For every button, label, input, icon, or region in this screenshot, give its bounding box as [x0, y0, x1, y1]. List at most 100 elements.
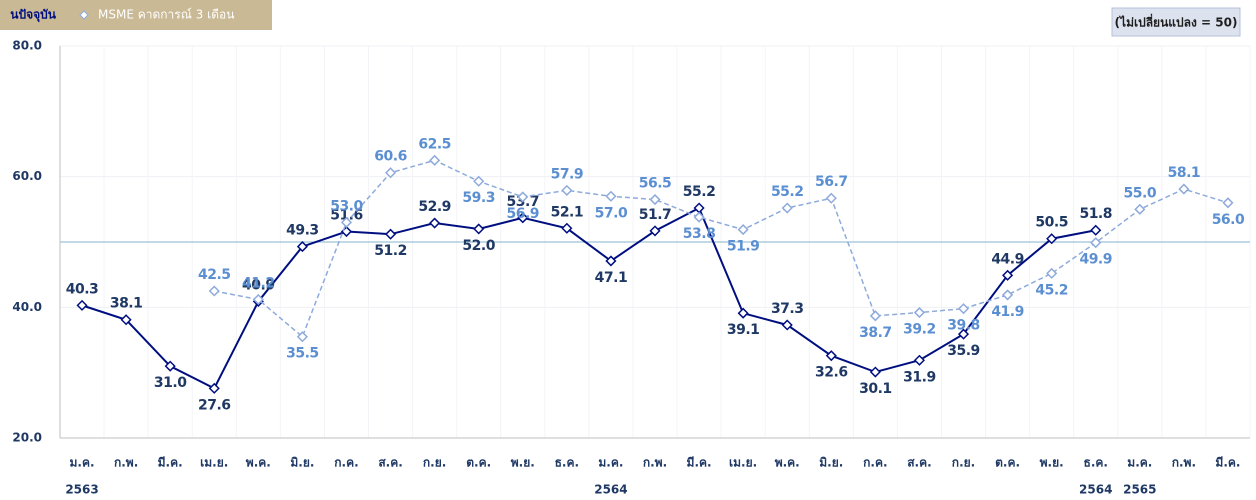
x-tick-label: ม.ค.: [1127, 456, 1152, 470]
x-tick-label: มี.ค.: [1215, 456, 1240, 470]
data-label: 31.0: [154, 375, 187, 391]
data-label: 59.3: [462, 190, 495, 206]
x-tick-label: ก.ค.: [334, 456, 358, 470]
data-label: 37.3: [771, 301, 804, 317]
data-label: 50.5: [1035, 215, 1068, 231]
y-tick-label: 40.0: [12, 300, 42, 314]
x-tick-label: พ.ค.: [246, 456, 271, 470]
point: [561, 184, 573, 196]
data-label: 51.6: [330, 208, 363, 224]
x-tick-label: ก.พ.: [114, 456, 138, 470]
point: [384, 228, 397, 240]
year-label: 2563: [65, 483, 98, 497]
point: [605, 255, 617, 267]
point: [737, 307, 749, 319]
data-label: 58.1: [1168, 165, 1201, 181]
data-label: 40.9: [242, 277, 275, 293]
data-label: 38.7: [859, 325, 892, 341]
x-tick-label: มิ.ย.: [290, 456, 314, 470]
point: [561, 222, 573, 234]
x-tick-label: ก.พ.: [643, 456, 667, 470]
point: [1090, 237, 1102, 249]
series-line: [214, 159, 1229, 338]
point: [781, 319, 793, 331]
data-label: 49.9: [1079, 252, 1112, 268]
x-tick-label: มี.ค.: [687, 456, 712, 470]
series-line: [81, 206, 1096, 390]
point: [296, 331, 308, 343]
x-tick-label: พ.ค.: [775, 456, 800, 470]
data-label: 57.0: [595, 205, 628, 221]
x-tick-label: มิ.ย.: [819, 456, 843, 470]
data-label: 41.2: [242, 275, 275, 291]
data-label: 31.9: [903, 369, 936, 385]
x-tick-label: ก.ย.: [952, 456, 975, 470]
data-label: 45.2: [1035, 282, 1068, 298]
point: [340, 216, 353, 228]
data-label: 52.0: [462, 238, 495, 254]
x-tick-label: พ.ย.: [1040, 456, 1064, 470]
point: [296, 241, 308, 253]
data-label: 51.7: [639, 207, 672, 223]
point: [384, 167, 397, 179]
data-label: 53.0: [330, 198, 363, 214]
point: [164, 360, 176, 372]
point: [1046, 233, 1058, 245]
point: [1090, 224, 1102, 236]
y-tick-label: 20.0: [12, 431, 42, 445]
data-label: 49.3: [286, 223, 319, 239]
data-label: 56.5: [639, 176, 672, 192]
point: [605, 190, 617, 202]
point: [913, 306, 926, 319]
x-tick-label: พ.ย.: [511, 456, 535, 470]
data-label: 42.5: [198, 267, 231, 283]
point: [517, 212, 529, 224]
data-label: 56.7: [815, 174, 848, 190]
legend-marker: [79, 10, 89, 20]
point: [1002, 289, 1014, 301]
x-tick-label: ธ.ค.: [555, 456, 579, 470]
data-label: 35.9: [947, 343, 980, 359]
data-label: 35.5: [286, 346, 319, 362]
point: [473, 223, 485, 235]
legend-label: นปัจจุบัน: [10, 8, 57, 23]
y-tick-label: 60.0: [12, 169, 42, 183]
data-label: 38.1: [110, 296, 143, 312]
data-label: 52.9: [418, 199, 451, 215]
data-label: 62.5: [418, 136, 451, 152]
data-label: 44.9: [991, 251, 1024, 267]
point: [693, 202, 705, 214]
data-label: 56.9: [507, 206, 540, 222]
data-label: 56.0: [1212, 212, 1245, 228]
year-label: 2565: [1123, 483, 1156, 497]
data-label: 30.1: [859, 381, 892, 397]
point: [825, 192, 837, 204]
x-tick-label: เม.ย.: [200, 456, 228, 470]
point: [737, 224, 749, 236]
x-tick-label: ม.ค.: [598, 456, 623, 470]
year-label: 2564: [594, 483, 627, 497]
data-label: 55.2: [683, 184, 716, 200]
data-label: 52.1: [551, 204, 584, 220]
point: [649, 193, 661, 206]
data-label: 53.8: [683, 226, 716, 242]
point: [429, 154, 441, 166]
point: [1178, 183, 1190, 195]
data-label: 51.2: [374, 243, 407, 259]
annotation-box: [1111, 7, 1241, 37]
point: [825, 350, 837, 362]
point: [1002, 269, 1014, 281]
point: [208, 382, 220, 394]
point: [517, 191, 529, 203]
data-label: 41.9: [991, 304, 1024, 320]
x-tick-label: ก.ย.: [423, 456, 446, 470]
x-tick-label: เม.ย.: [729, 456, 757, 470]
point: [869, 366, 881, 378]
data-label: 57.9: [551, 166, 584, 182]
x-tick-label: ต.ค.: [466, 456, 491, 470]
data-label: 47.1: [595, 270, 628, 286]
data-label: 32.6: [815, 365, 848, 381]
data-label: 39.2: [903, 322, 936, 338]
point: [649, 225, 661, 237]
